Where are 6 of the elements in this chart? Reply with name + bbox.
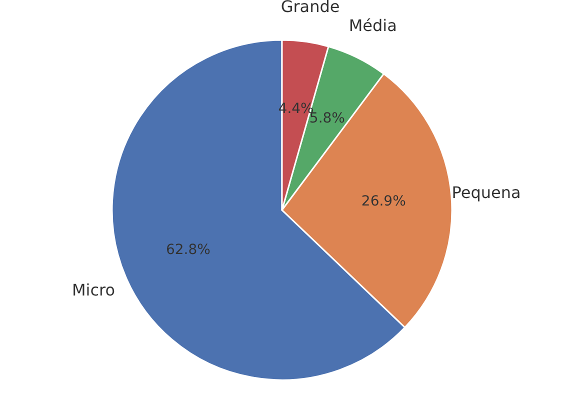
data-label: 62.8% bbox=[166, 242, 210, 258]
slice-label: Grande bbox=[280, 0, 340, 16]
slice-label: Média bbox=[348, 16, 397, 36]
data-label: 26.9% bbox=[361, 194, 406, 210]
slice-label: Pequena bbox=[452, 182, 521, 202]
slice-label: Micro bbox=[72, 280, 116, 300]
